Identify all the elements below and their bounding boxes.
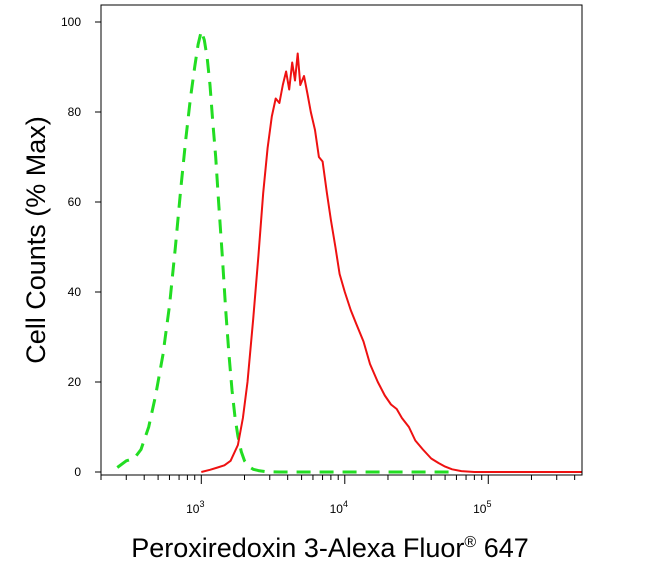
x-tick-label: 105 [473, 499, 491, 516]
series-layer [116, 29, 582, 474]
y-tick-label: 60 [68, 195, 82, 209]
y-tick-label: 100 [61, 15, 81, 29]
y-axis: 0 20 40 60 80 100 [61, 15, 101, 479]
y-tick-label: 80 [68, 105, 82, 119]
y-axis-title: Cell Counts (% Max) [21, 116, 51, 364]
y-tick-label: 0 [74, 465, 81, 479]
x-axis-title-main: Peroxiredoxin 3-Alexa Fluor [131, 533, 464, 563]
x-axis-title-registered: ® [464, 534, 476, 551]
x-axis-title-suffix: 647 [476, 533, 529, 563]
x-tick-label: 104 [330, 499, 348, 516]
y-tick-label: 40 [68, 285, 82, 299]
series-line-1 [116, 29, 457, 474]
y-tick-label: 20 [68, 375, 82, 389]
x-tick-label: 103 [186, 499, 204, 516]
series-line-2 [201, 52, 582, 473]
plot-frame [100, 4, 583, 476]
x-axis-title: Peroxiredoxin 3-Alexa Fluor® 647 [131, 533, 529, 563]
plot-area: 0 20 40 60 80 100 103 104 105 [61, 4, 583, 516]
x-axis: 103 104 105 [100, 475, 576, 516]
